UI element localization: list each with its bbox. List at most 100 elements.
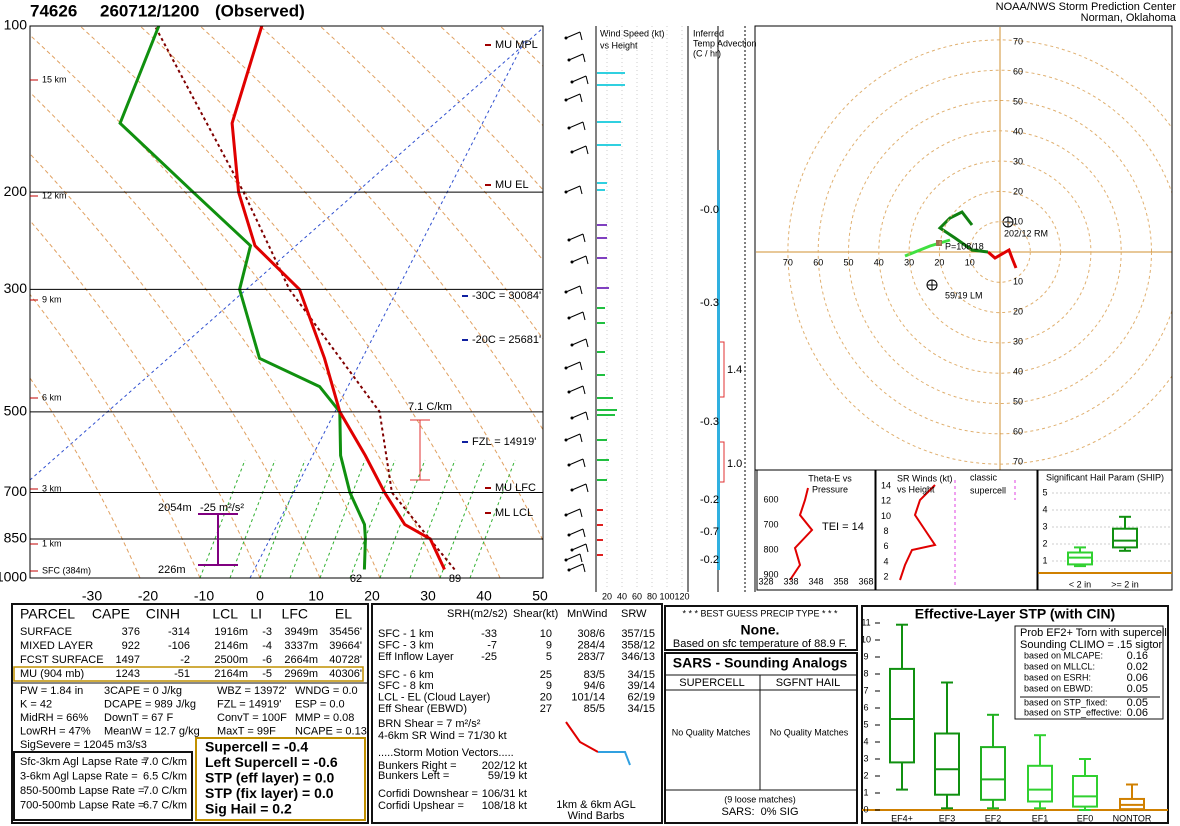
table-cell: 83/5 [584, 669, 605, 681]
stp-row-label: based on STP_effective: [1024, 707, 1122, 717]
table-cell: 376 [122, 626, 140, 638]
wind-barb [568, 528, 584, 536]
pressure-label: 1000 [0, 569, 27, 585]
table-header: CAPE [92, 606, 130, 622]
hodo-ring [848, 100, 1152, 404]
index: MeanW = 12.7 g/kg [104, 725, 200, 737]
table-header: MnWind [567, 608, 607, 620]
box [1112, 527, 1138, 549]
table-header: SRW [621, 608, 647, 620]
wind-barb [565, 185, 581, 193]
dry-adiabat [139, 26, 543, 542]
panel-title: (C / hr) [693, 48, 721, 58]
wind-barb [565, 553, 581, 561]
table-cell: 9 [546, 680, 552, 692]
ship-category: < 2 in [1069, 579, 1091, 589]
index: PW = 1.84 in [20, 685, 83, 697]
height-label: 6 km [42, 392, 62, 402]
composite: Sig Hail = 0.2 [205, 801, 292, 817]
lapse-label: 850-500mb Lapse Rate = [20, 785, 144, 797]
table-cell: -4 [262, 640, 272, 652]
table-cell: 40728' [329, 654, 362, 666]
table-cell: 283/7 [577, 651, 605, 663]
theta-y-tick: 800 [763, 544, 778, 554]
pressure-label: 300 [4, 280, 28, 296]
wind-barb [585, 255, 589, 265]
lapse-label: 7.1 C/km [408, 401, 452, 413]
sr-wind-trace [899, 484, 937, 581]
index: MaxT = 99F [217, 725, 276, 737]
speed-tick: 40 [617, 591, 627, 601]
advection-value: 1.0 [727, 458, 742, 470]
stp-tick-label: 11 [861, 617, 870, 627]
sr-tick: 10 [881, 511, 891, 521]
stp-tick-label: 6 [863, 702, 868, 712]
level-label: MU EL [495, 179, 529, 191]
precip-panel [664, 605, 858, 651]
temp-label: 10 [308, 588, 324, 604]
table-cell: -6 [262, 654, 272, 666]
panel-title: Inferred [693, 28, 724, 38]
agl-barb [598, 751, 631, 766]
stp-row-label: based on MLLCL: [1024, 661, 1095, 671]
theta-y-tick: 900 [763, 569, 778, 579]
wind-barb [568, 233, 584, 241]
ring-label: 70 [1013, 36, 1023, 46]
ring-label: 60 [1013, 426, 1023, 436]
composite: Supercell = -0.4 [205, 739, 308, 755]
stp-category: EF0 [1077, 813, 1094, 823]
kinematics-panel [371, 603, 663, 824]
hodo-ring [938, 190, 1062, 314]
hodo-trace [987, 247, 1018, 269]
advection-bar [720, 341, 725, 398]
hodo-ring [817, 69, 1172, 435]
height-label: 15 km [42, 74, 67, 84]
dry-adiabat [199, 26, 543, 431]
wind-barb [579, 433, 583, 443]
table-cell: -2 [180, 654, 190, 666]
table-cell: 101/14 [571, 692, 605, 704]
sr-tick: 8 [883, 526, 888, 536]
table-cell: 2500m [214, 654, 248, 666]
motion-label: Bunkers Right = [378, 760, 457, 772]
ship-tick: 3 [1042, 521, 1047, 531]
wind-barb [565, 93, 581, 101]
stp-tick-label: 7 [863, 685, 868, 695]
lapse-label: Sfc-3km Agl Lapse Rate = [20, 756, 147, 768]
wind-barb [582, 385, 586, 395]
ring-label: 20 [1013, 306, 1023, 316]
theta-x-tick: 338 [783, 576, 798, 586]
wind-barb [571, 145, 587, 153]
index: ConvT = 100F [217, 712, 287, 724]
stp-tick-label: 5 [863, 719, 868, 729]
wind-barb [567, 238, 571, 242]
location: Norman, Oklahoma [1081, 12, 1177, 24]
wind-barb [571, 255, 587, 263]
precip-type: None. [741, 622, 780, 638]
sr-tick: 12 [881, 496, 891, 506]
wind-barb [564, 36, 568, 40]
temp-label: -20 [138, 588, 158, 604]
wind-barb [564, 558, 568, 562]
pressure-label: 700 [4, 483, 28, 499]
mu-highlight [13, 666, 364, 682]
index: NCAPE = 0.13 [295, 725, 367, 737]
wind-barb [568, 53, 584, 61]
stp-tick-label: 2 [863, 770, 868, 780]
wind-barb [568, 458, 584, 466]
sr-winds-frame [875, 469, 1038, 591]
barb-note: 1km & 6km AGL [556, 799, 635, 811]
sr-tick: 6 [883, 541, 888, 551]
ship-tick: 4 [1042, 504, 1047, 514]
stp-row-value: 0.16 [1127, 650, 1148, 662]
box [1027, 764, 1053, 803]
stp-tick-label: 1 [863, 787, 868, 797]
table-cell: Eff Inflow Layer [378, 651, 454, 663]
table-cell: 35456' [329, 626, 362, 638]
table-cell: 922 [122, 640, 140, 652]
table-cell: Eff Shear (EBWD) [378, 703, 467, 715]
advection-value: -0.2 [700, 494, 719, 506]
ring-label: 40 [1013, 366, 1023, 376]
theta-y-tick: 700 [763, 519, 778, 529]
